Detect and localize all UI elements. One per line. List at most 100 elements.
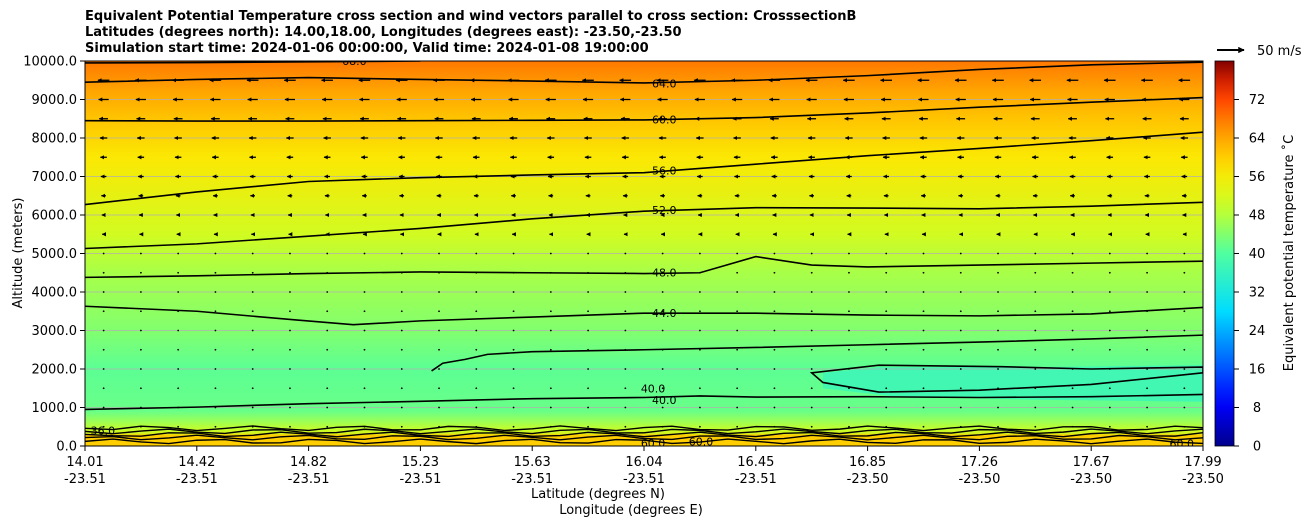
wind-vector [549, 271, 552, 274]
colorbar-tick-label: 64 [1249, 132, 1266, 147]
wind-vector [251, 406, 254, 409]
wind-vector [810, 368, 813, 370]
wind-vector [661, 252, 664, 255]
wind-vector [885, 348, 888, 351]
wind-vector [736, 425, 739, 428]
wind-vector [326, 291, 329, 293]
wind-vector [959, 425, 962, 428]
y-tick-label: 7000.0 [32, 170, 78, 185]
wind-vector [885, 368, 888, 370]
wind-vector [1034, 368, 1037, 370]
wind-vector [587, 291, 589, 293]
wind-vector [177, 348, 180, 351]
colorbar-tick-label: 48 [1249, 209, 1266, 224]
wind-vector [549, 252, 552, 255]
wind-vector [959, 271, 962, 274]
wind-vector [624, 310, 627, 313]
wind-vector [661, 329, 664, 332]
wind-vector [848, 291, 850, 293]
wind-vector [922, 252, 925, 255]
x-tick-label-lat: 16.85 [849, 455, 886, 470]
wind-vector [512, 291, 515, 293]
wind-vector [326, 348, 329, 351]
wind-vector [885, 271, 888, 274]
wind-vector [922, 348, 925, 351]
wind-vector [1146, 291, 1148, 293]
wind-vector [140, 252, 142, 255]
wind-vector [997, 291, 999, 293]
wind-vector [400, 387, 403, 390]
x-tick-label-lat: 14.82 [290, 455, 327, 470]
wind-vector [363, 252, 366, 255]
wind-vector [959, 348, 962, 351]
wind-vector [140, 368, 142, 370]
wind-vector [177, 387, 180, 390]
wind-vector [549, 348, 552, 351]
wind-vector [1034, 425, 1037, 428]
contour-label: 64.0 [652, 77, 677, 90]
colorbar-gradient [1215, 61, 1234, 446]
wind-vector [214, 387, 217, 390]
wind-vector [848, 252, 850, 255]
y-tick-label: 6000.0 [32, 209, 78, 224]
chart-title-line-1: Equivalent Potential Temperature cross s… [85, 9, 857, 24]
wind-vector [587, 348, 589, 351]
wind-vector [326, 271, 329, 274]
wind-vector [1108, 387, 1111, 390]
chart-title-line-2: Latitudes (degrees north): 14.00,18.00, … [85, 25, 682, 40]
wind-vector [102, 406, 105, 409]
wind-vector [214, 310, 217, 313]
wind-vector [1108, 425, 1111, 428]
wind-vector [959, 387, 962, 390]
wind-vector [289, 271, 291, 274]
wind-vector [810, 387, 813, 390]
wind-vector [885, 291, 888, 293]
wind-vector [699, 329, 701, 332]
contour-label: 40.0 [641, 382, 666, 395]
wind-vector [251, 291, 254, 293]
wind-vector [1108, 252, 1111, 255]
wind-vector [140, 406, 142, 409]
wind-vector [438, 271, 440, 274]
wind-vector [736, 348, 739, 351]
wind-vector [438, 329, 440, 332]
wind-vector [475, 368, 478, 370]
wind-vector [214, 271, 217, 274]
wind-vector [289, 310, 291, 313]
wind-vector [699, 252, 701, 255]
wind-vector [661, 406, 664, 409]
contour-label: 36.0 [91, 425, 116, 438]
x-axis-label-latitude: Latitude (degrees N) [531, 487, 665, 502]
wind-vector [363, 291, 366, 293]
wind-vector [177, 368, 180, 370]
x-tick-label-lon: -23.51 [64, 472, 106, 487]
contour-line [85, 131, 1203, 206]
wind-vector [251, 271, 254, 274]
wind-vector [1183, 387, 1186, 390]
wind-vector [1071, 425, 1074, 428]
wind-vector [326, 310, 329, 313]
wind-vector [848, 329, 850, 332]
wind-vector [1071, 310, 1074, 313]
wind-vector [699, 310, 701, 313]
wind-vector [140, 387, 142, 390]
wind-vector [661, 291, 664, 293]
wind-vector [1108, 271, 1111, 274]
wind-vector [289, 348, 291, 351]
wind-vector [661, 387, 664, 390]
wind-vector [102, 271, 105, 274]
wind-vector [773, 329, 776, 332]
wind-vector [624, 291, 627, 293]
x-tick-label-lat: 17.99 [1184, 455, 1221, 470]
colorbar-tick-label: 0 [1253, 440, 1261, 455]
wind-vector [400, 368, 403, 370]
wind-vector [1034, 252, 1037, 255]
wind-vector [549, 425, 552, 428]
wind-vector [251, 368, 254, 370]
wind-vector [661, 271, 664, 274]
contour-line [85, 393, 1203, 411]
contour-label: 40.0 [652, 394, 677, 407]
wind-vector [400, 252, 403, 255]
wind-vector [587, 425, 589, 428]
wind-vector [438, 425, 440, 428]
